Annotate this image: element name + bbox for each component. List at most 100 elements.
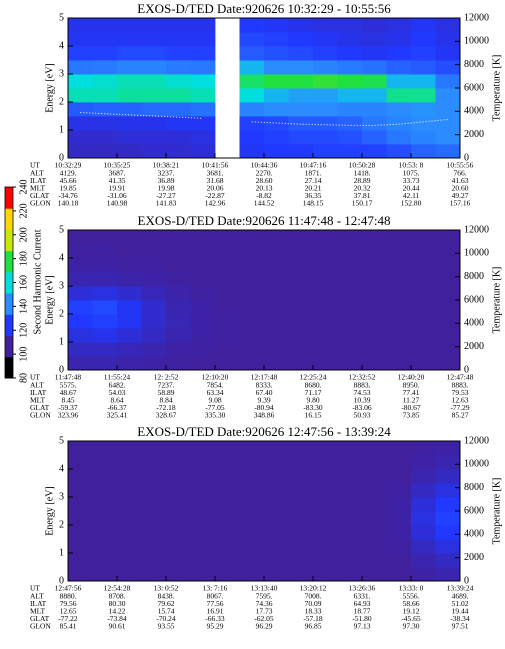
heatmap-cell xyxy=(92,511,118,526)
y2-axis-label: Temperature [K] xyxy=(491,478,502,545)
y-tick-label: 0 xyxy=(59,152,64,163)
table-cell: 348.86 xyxy=(254,411,275,420)
table-cell: 36.35 xyxy=(305,191,322,200)
table-row-label: GLAT xyxy=(30,191,50,200)
heatmap-cell xyxy=(386,102,412,117)
heatmap-cell xyxy=(435,258,461,273)
table-cell: 10:32:29 xyxy=(55,161,82,170)
heatmap-cell xyxy=(411,497,436,512)
table-cell: 144.52 xyxy=(254,199,275,208)
table-row-label: ILAT xyxy=(30,176,47,185)
heatmap-cell xyxy=(435,116,461,131)
heatmap-cell xyxy=(288,74,314,89)
heatmap-cell xyxy=(288,455,314,470)
heatmap-cell xyxy=(166,244,191,259)
table-row-label: GLON xyxy=(30,622,51,631)
heatmap-cell xyxy=(166,46,191,61)
table-cell: 3687. xyxy=(109,168,126,177)
table-cell: 54.03 xyxy=(109,388,126,397)
y2-tick-label: 2000 xyxy=(464,552,484,563)
table-cell: -77.22 xyxy=(58,614,78,623)
y2-tick-label: 12000 xyxy=(464,435,489,446)
table-cell: -27.27 xyxy=(156,191,176,200)
y2-axis-label: Temperature [K] xyxy=(491,267,502,334)
heatmap-cell xyxy=(288,88,314,103)
heatmap-cell xyxy=(288,483,314,498)
heatmap-cell xyxy=(239,525,265,540)
table-cell: 13:39:24 xyxy=(447,584,474,593)
heatmap-cell xyxy=(141,60,167,75)
heatmap-cell xyxy=(141,525,167,540)
heatmap-cell xyxy=(313,46,338,61)
table-cell: 8880. xyxy=(60,591,77,600)
heatmap-cell xyxy=(141,342,167,357)
heatmap-cell xyxy=(337,511,363,526)
heatmap-cell xyxy=(166,74,191,89)
table-cell: 335.30 xyxy=(205,411,226,420)
table-cell: 12:17:48 xyxy=(251,373,278,382)
heatmap-cell xyxy=(435,74,461,89)
heatmap-cell xyxy=(141,116,167,131)
heatmap-cell xyxy=(386,300,412,315)
heatmap-cell xyxy=(117,328,142,343)
heatmap-cell xyxy=(337,314,363,329)
table-cell: 6482. xyxy=(109,380,126,389)
colorbar-swatch xyxy=(5,356,13,379)
heatmap-cell xyxy=(190,314,216,329)
heatmap-cell xyxy=(313,511,338,526)
heatmap-cell xyxy=(264,18,289,33)
heatmap-cell xyxy=(215,314,240,329)
heatmap-cell xyxy=(411,567,436,582)
heatmap-cell xyxy=(117,469,142,484)
y-tick-label: 1 xyxy=(59,547,64,558)
y-tick-label: 5 xyxy=(59,12,64,23)
table-cell: 45.66 xyxy=(60,176,77,185)
heatmap-cell xyxy=(190,230,216,245)
heatmap-cell xyxy=(411,286,436,301)
heatmap-cell xyxy=(215,230,240,245)
table-cell: 95.29 xyxy=(207,622,224,631)
heatmap-cell xyxy=(362,497,387,512)
heatmap-cell xyxy=(313,32,338,47)
heatmap-cell xyxy=(411,300,436,315)
heatmap-cell xyxy=(411,116,436,131)
heatmap-cell xyxy=(141,497,167,512)
table-cell: 48.67 xyxy=(60,388,77,397)
heatmap-cell xyxy=(190,300,216,315)
heatmap-cell xyxy=(362,328,387,343)
table-cell: -51.80 xyxy=(352,614,372,623)
heatmap-cell xyxy=(411,272,436,287)
y-tick-label: 2 xyxy=(59,96,64,107)
heatmap-cell xyxy=(411,539,436,554)
heatmap-cell xyxy=(68,314,93,329)
heatmap-cell xyxy=(288,342,314,357)
heatmap-cell xyxy=(362,483,387,498)
heatmap-cell xyxy=(435,88,461,103)
heatmap-cell xyxy=(117,46,142,61)
table-cell: 13:26:36 xyxy=(349,584,376,593)
table-cell: 5575. xyxy=(60,380,77,389)
heatmap-cell xyxy=(337,258,363,273)
heatmap-cell xyxy=(362,258,387,273)
y2-tick-label: 4000 xyxy=(464,318,484,329)
table-cell: 77.56 xyxy=(207,599,224,608)
heatmap-cell xyxy=(141,300,167,315)
table-cell: -83.06 xyxy=(352,403,372,412)
table-cell: 1075. xyxy=(403,168,420,177)
heatmap-cell xyxy=(264,102,289,117)
heatmap-cell xyxy=(411,342,436,357)
heatmap-cell xyxy=(166,18,191,33)
heatmap-cell xyxy=(92,286,118,301)
heatmap-cell xyxy=(141,244,167,259)
table-cell: 1871. xyxy=(305,168,322,177)
table-cell: -45.65 xyxy=(401,614,421,623)
table-cell: 10:38:21 xyxy=(153,161,180,170)
table-cell: 37.81 xyxy=(354,191,371,200)
heatmap-cell xyxy=(435,455,461,470)
table-cell: 150.17 xyxy=(352,199,373,208)
heatmap-cell xyxy=(239,469,265,484)
heatmap-cell xyxy=(435,497,461,512)
table-cell: 12:10:20 xyxy=(202,373,229,382)
heatmap-cell xyxy=(362,441,387,456)
heatmap-cell xyxy=(92,32,118,47)
